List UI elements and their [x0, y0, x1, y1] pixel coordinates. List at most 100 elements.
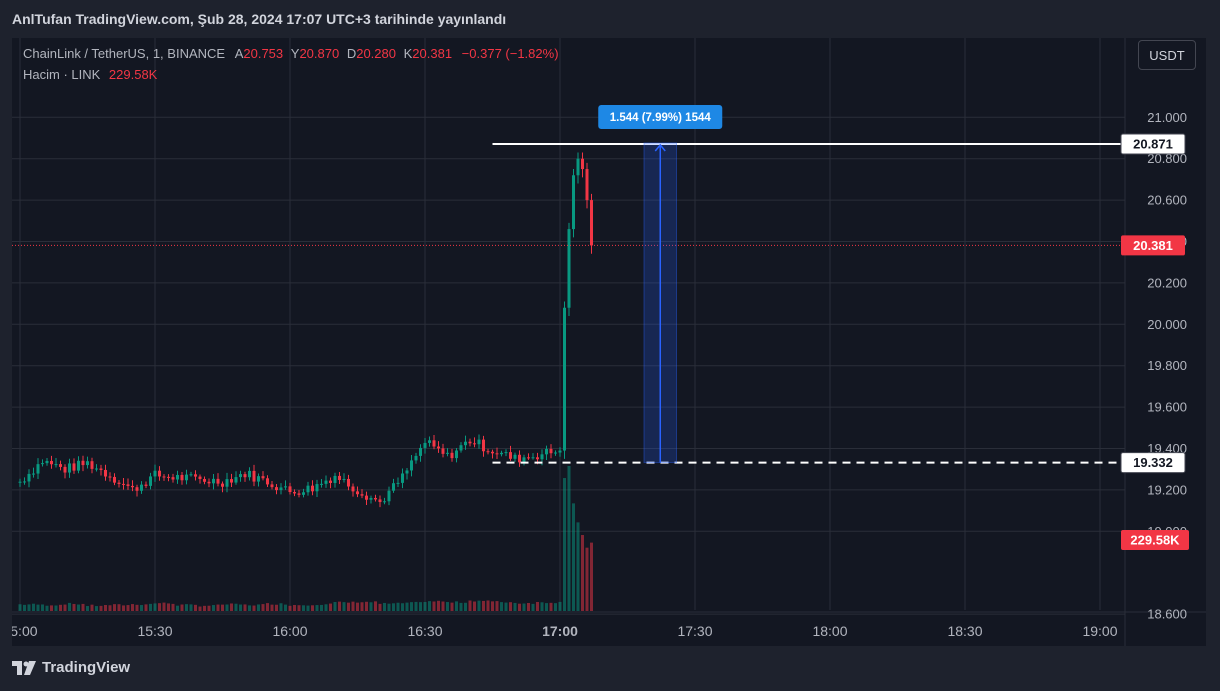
candle-body [104, 469, 107, 477]
candle-body [68, 463, 71, 473]
candle-body [333, 475, 337, 483]
volume-bar [176, 605, 179, 611]
candle-body [32, 473, 35, 475]
volume-bar [90, 604, 94, 611]
time-axis[interactable]: 15:00 15:30 16:00 16:30 17:00 17:30 18:00 18:30… [12, 623, 1118, 639]
volume-bar [185, 604, 188, 611]
volume-bar [99, 605, 103, 611]
volume-bar [140, 605, 143, 611]
candle-body [306, 485, 310, 493]
candle-body [99, 468, 103, 470]
volume-bar [527, 602, 530, 611]
volume-bar [333, 601, 337, 611]
candle-body [558, 450, 562, 453]
candle-body [315, 484, 319, 492]
candle-body [468, 441, 472, 444]
volume-bar [257, 604, 260, 611]
volume-bar [585, 547, 589, 611]
legend-symbol: ChainLink / TetherUS, 1, BINANCE [23, 46, 226, 61]
volume-bar [234, 603, 238, 611]
volume-bar [315, 605, 319, 611]
candle-body [198, 476, 202, 479]
candle-body [419, 447, 422, 456]
volume-bar [567, 466, 571, 611]
volume-bar [513, 602, 517, 611]
footer [0, 646, 1220, 691]
candle-body [545, 448, 548, 455]
volume-bar [518, 603, 521, 611]
candle-body [324, 480, 328, 484]
overlays[interactable]: 1.544 (7.99%) 1544 [12, 104, 1131, 464]
price-chart[interactable]: 1.544 (7.99%) 1544 21.000 20.800 20.600 20.… [12, 38, 1206, 646]
candle-body [171, 477, 175, 480]
y-tick-label: 20.600 [1147, 193, 1187, 208]
volume-bar [23, 604, 26, 611]
legend-low-label: D [346, 46, 357, 61]
volume-bar [392, 603, 395, 611]
candle-body [248, 470, 251, 478]
volume-bar [536, 601, 539, 611]
volume-bar [230, 603, 233, 611]
candle-body [563, 307, 566, 451]
volume-bar [81, 603, 85, 611]
volume-bar [54, 605, 58, 611]
candle-body [518, 454, 521, 463]
candle-body [261, 476, 265, 479]
candle-body [491, 451, 494, 454]
volume-bar [369, 602, 373, 611]
volume-bar [428, 601, 431, 611]
candle-body [455, 450, 458, 459]
volume-bar [153, 603, 157, 611]
y-tick-label: 19.800 [1147, 358, 1187, 373]
candle-body [230, 479, 233, 483]
candle-body [554, 452, 557, 454]
volume-bar [378, 603, 382, 611]
candle-body [374, 497, 377, 500]
candle-body [410, 460, 413, 471]
candle-body [167, 476, 170, 478]
legend-low-value: 20.280 [356, 46, 396, 61]
volume-bar [540, 602, 544, 611]
candle-body [41, 463, 44, 465]
volume-tag: 229.58K [1130, 533, 1180, 548]
volume-bar [383, 602, 386, 611]
volume-bar [59, 604, 62, 611]
volume-bar [293, 604, 296, 611]
tradingview-logo[interactable]: TradingView [12, 659, 130, 676]
high-level-tag: 20.871 [1133, 137, 1173, 152]
volume-bar [225, 604, 229, 611]
price-axis[interactable]: 21.00020.80020.60020.40020.20020.00019.8… [1120, 110, 1189, 622]
tradingview-logo-icon [12, 660, 36, 675]
candle-body [414, 455, 418, 461]
x-tick-label: 19:00 [1082, 623, 1117, 639]
volume-bar [72, 603, 76, 611]
volume-bar [581, 535, 584, 611]
chart-area[interactable]: 1.544 (7.99%) 1544 21.000 20.800 20.600 20.… [12, 38, 1206, 646]
volume-bar [162, 602, 166, 611]
candle-body [77, 460, 80, 471]
measure-label: 1.544 (7.99%) 1544 [610, 112, 712, 124]
volume-bar [284, 604, 287, 611]
volume-bar [473, 601, 476, 611]
legend-open-value: 20.753 [243, 46, 284, 61]
candle-body [221, 483, 224, 487]
candle-body [482, 439, 485, 452]
volume-bar [563, 478, 566, 611]
volume-bar [18, 604, 22, 611]
currency-button[interactable]: USDT [1138, 40, 1196, 70]
volume-bar [414, 601, 418, 611]
legend-high-value: 20.870 [299, 46, 340, 61]
candle-body [108, 476, 112, 478]
candle-body [450, 452, 454, 459]
volume-bar [86, 606, 89, 611]
candle-body [329, 480, 332, 483]
candle-body [36, 464, 40, 474]
candle-body [185, 474, 188, 481]
volume-bar [504, 602, 508, 611]
volume-bar [297, 605, 301, 611]
grid [12, 38, 1206, 646]
volume-bar [356, 602, 359, 611]
low-level-tag-bg [1120, 452, 1186, 474]
volume-bar [302, 605, 305, 611]
candle-body [437, 446, 440, 449]
